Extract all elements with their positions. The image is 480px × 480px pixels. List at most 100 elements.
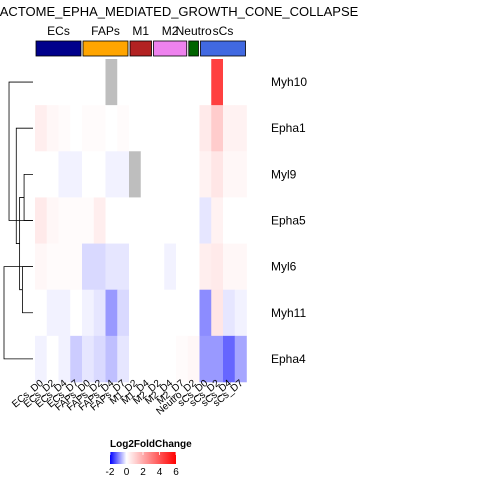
column-group-bar-m2 bbox=[154, 41, 187, 56]
heatmap-cell bbox=[117, 59, 129, 105]
heatmap-cell bbox=[164, 336, 176, 382]
heatmap-cell bbox=[223, 244, 235, 290]
heatmap-cell bbox=[82, 290, 94, 336]
legend-tick-label: 4 bbox=[157, 467, 163, 478]
heatmap-cell bbox=[153, 244, 165, 290]
heatmap-cell bbox=[35, 244, 47, 290]
heatmap-cell bbox=[82, 59, 94, 105]
chart-title: REACTOME_EPHA_MEDIATED_GROWTH_CONE_COLLA… bbox=[0, 4, 359, 19]
heatmap-cell bbox=[153, 59, 165, 105]
heatmap-cell bbox=[59, 59, 71, 105]
heatmap-cell bbox=[47, 244, 59, 290]
row-dendrogram bbox=[4, 82, 33, 359]
dendrogram-branch bbox=[16, 128, 33, 243]
column-group-bar-neutro bbox=[189, 41, 199, 56]
heatmap-cell bbox=[129, 151, 141, 197]
heatmap-cell bbox=[200, 290, 212, 336]
heatmap-cell bbox=[94, 197, 106, 243]
legend-title: Log2FoldChange bbox=[110, 439, 192, 450]
heatmap-cell bbox=[164, 105, 176, 151]
heatmap-cell bbox=[235, 151, 247, 197]
heatmap-cell bbox=[223, 105, 235, 151]
heatmap-cell bbox=[59, 105, 71, 151]
heatmap-cell bbox=[129, 197, 141, 243]
heatmap-cell bbox=[211, 290, 223, 336]
heatmap-cell bbox=[211, 244, 223, 290]
heatmap-cell bbox=[94, 105, 106, 151]
heatmap-cell bbox=[141, 59, 153, 105]
column-group-label-m1: M1 bbox=[132, 24, 149, 38]
column-group-bar-scs bbox=[201, 41, 246, 56]
heatmap-cell bbox=[94, 151, 106, 197]
heatmap-cell bbox=[70, 151, 82, 197]
heatmap-cell bbox=[106, 336, 118, 382]
legend-tick-label: -2 bbox=[106, 467, 115, 478]
heatmap-cell bbox=[211, 59, 223, 105]
row-label: Myh11 bbox=[271, 306, 306, 320]
heatmap-cell bbox=[223, 59, 235, 105]
heatmap-cell bbox=[129, 105, 141, 151]
heatmap-cell bbox=[59, 197, 71, 243]
heatmap-cell bbox=[70, 290, 82, 336]
heatmap-cell bbox=[211, 336, 223, 382]
heatmap-cell bbox=[106, 105, 118, 151]
dendrogram-branch bbox=[22, 267, 33, 313]
heatmap-cell bbox=[235, 336, 247, 382]
heatmap-cell bbox=[117, 244, 129, 290]
heatmap-cell bbox=[35, 59, 47, 105]
heatmap-cell bbox=[164, 59, 176, 105]
heatmap-cell bbox=[223, 151, 235, 197]
heatmap-cell bbox=[106, 290, 118, 336]
column-group-label-ecs: ECs bbox=[47, 24, 70, 38]
heatmap-cell bbox=[35, 105, 47, 151]
heatmap-cell bbox=[94, 244, 106, 290]
heatmap-cell bbox=[141, 197, 153, 243]
heatmap-cell bbox=[235, 59, 247, 105]
heatmap-cell bbox=[176, 290, 188, 336]
heatmap-cell bbox=[82, 244, 94, 290]
heatmap-cell bbox=[200, 244, 212, 290]
dendrogram-branch bbox=[20, 197, 24, 289]
heatmap-cell bbox=[164, 244, 176, 290]
heatmap-cell bbox=[94, 290, 106, 336]
legend-tick-label: 2 bbox=[140, 467, 146, 478]
heatmap-cell bbox=[141, 290, 153, 336]
heatmap-cell bbox=[200, 336, 212, 382]
heatmap-cell bbox=[129, 59, 141, 105]
heatmap-cell bbox=[70, 197, 82, 243]
column-group-label-scs: sCs bbox=[213, 24, 234, 38]
heatmap-cell bbox=[106, 59, 118, 105]
heatmap-cell bbox=[129, 336, 141, 382]
heatmap-cell bbox=[153, 290, 165, 336]
heatmap-cell bbox=[47, 197, 59, 243]
heatmap-cell bbox=[200, 59, 212, 105]
heatmap-cell bbox=[94, 59, 106, 105]
heatmap-cell bbox=[35, 290, 47, 336]
heatmap-cell bbox=[188, 197, 200, 243]
heatmap-cell bbox=[200, 197, 212, 243]
heatmap-cell bbox=[223, 336, 235, 382]
heatmap-cell bbox=[188, 290, 200, 336]
row-label: Epha4 bbox=[271, 352, 306, 366]
heatmap-cell bbox=[70, 244, 82, 290]
heatmap-cell bbox=[176, 336, 188, 382]
heatmap-cell bbox=[153, 105, 165, 151]
heatmap-cell bbox=[176, 59, 188, 105]
heatmap-cell bbox=[129, 290, 141, 336]
heatmap-cell bbox=[235, 105, 247, 151]
heatmap-cell bbox=[235, 244, 247, 290]
column-group-label-faps: FAPs bbox=[91, 24, 120, 38]
heatmap-cell bbox=[35, 151, 47, 197]
heatmap-cell bbox=[211, 105, 223, 151]
color-legend: Log2FoldChange -2 0 2 4 6 bbox=[106, 439, 193, 478]
column-labels: ECs_D0ECs_D2ECs_D4ECs_D7FAPs_D0FAPs_D2FA… bbox=[10, 378, 246, 418]
heatmap-cell bbox=[70, 59, 82, 105]
heatmap-cell bbox=[117, 197, 129, 243]
dendrogram-branch bbox=[9, 82, 33, 220]
heatmap-cell bbox=[188, 151, 200, 197]
heatmap-cell bbox=[211, 197, 223, 243]
row-labels: Myh10 Epha1 Myl9 Epha5 Myl6 Myh11 Epha4 bbox=[271, 75, 307, 366]
heatmap-cell bbox=[153, 336, 165, 382]
heatmap-cell bbox=[153, 197, 165, 243]
heatmap-cell bbox=[106, 197, 118, 243]
